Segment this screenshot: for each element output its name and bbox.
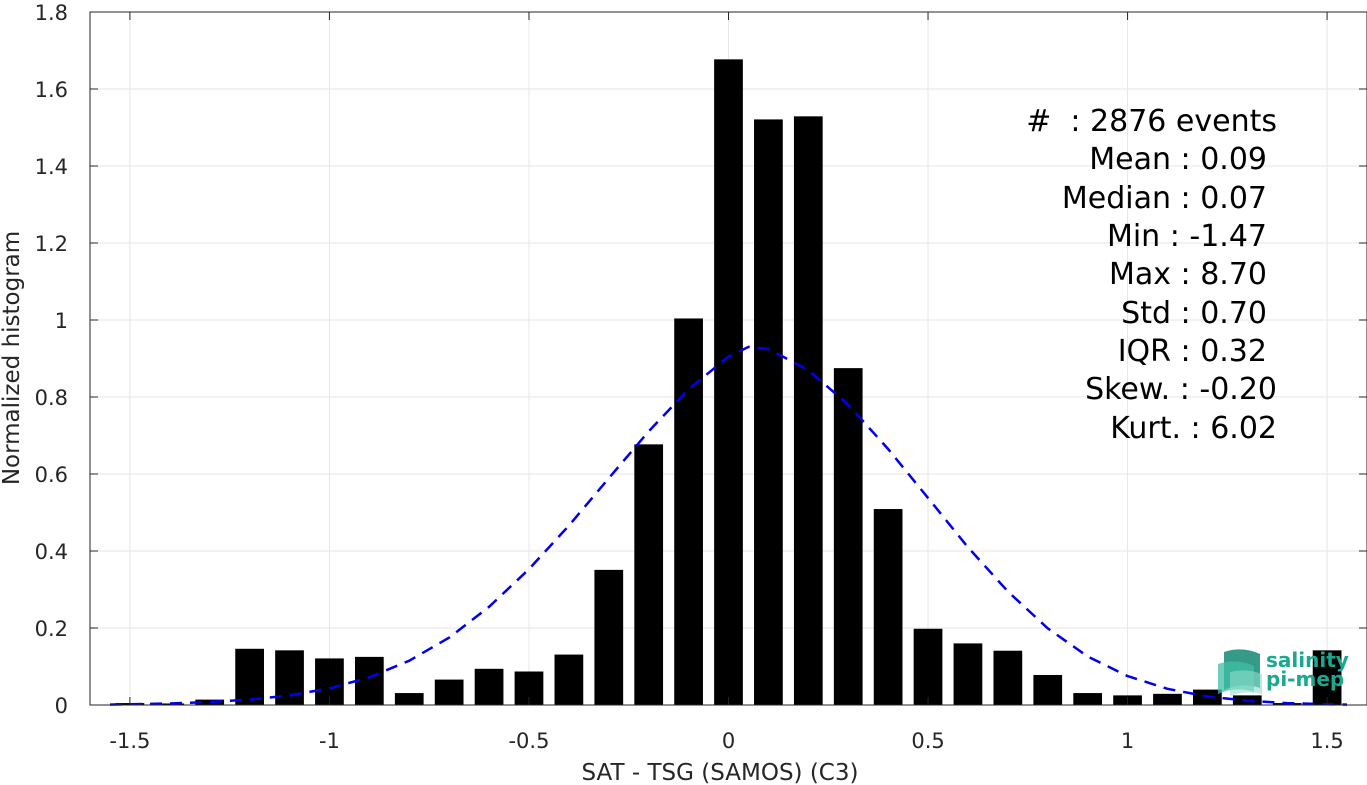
y-tick-label: 0.8 [35, 386, 68, 410]
stats-mean: Mean : 0.09 [1089, 142, 1267, 177]
histogram-bar [1073, 693, 1103, 705]
y-tick-label: 1 [55, 309, 68, 333]
y-tick-label: 1.2 [35, 232, 68, 256]
y-tick-label: 1.6 [35, 78, 68, 102]
histogram-bar [1033, 674, 1063, 705]
x-tick-label: 1 [1121, 729, 1134, 753]
x-tick-label: -0.5 [508, 729, 549, 753]
stats-events: # : 2876 events [1026, 104, 1277, 139]
histogram-bar [554, 654, 584, 705]
stats-max: Max : 8.70 [1109, 257, 1267, 292]
x-tick-label: -1.5 [109, 729, 150, 753]
histogram-bar [1312, 650, 1342, 705]
histogram-bar [634, 444, 664, 705]
histogram-bar [793, 116, 823, 705]
logo-line-salinity: salinity [1266, 648, 1349, 672]
y-tick-label: 0 [55, 694, 68, 718]
stats-std: Std : 0.70 [1121, 296, 1267, 331]
x-tick-label: 1.5 [1310, 729, 1343, 753]
histogram-bar [953, 643, 983, 705]
statistics-box: # : 2876 events Mean : 0.09 Median : 0.0… [1026, 104, 1277, 446]
stats-skew: Skew. : -0.20 [1085, 372, 1277, 407]
histogram-bar [754, 119, 783, 706]
gaussian-fit-curve [109, 345, 1348, 706]
stats-kurt: Kurt. : 6.02 [1110, 411, 1277, 446]
y-axis-ticks: 0 0.2 0.4 0.6 0.8 1 1.2 1.4 1.6 1.8 [35, 1, 1367, 718]
y-tick-label: 1.8 [35, 1, 68, 25]
logo-waves-icon [1218, 649, 1262, 696]
histogram-bar [235, 648, 264, 705]
stats-iqr: IQR : 0.32 [1118, 334, 1267, 369]
histogram-bar [833, 368, 863, 705]
salinity-pimep-logo: salinity pi-mep [1218, 648, 1349, 696]
y-tick-label: 0.2 [35, 617, 68, 641]
histogram-bar [434, 679, 464, 705]
y-tick-label: 0.4 [35, 540, 68, 564]
histogram-bar [674, 318, 703, 705]
y-axis-label: Normalized histogram [0, 231, 25, 485]
x-axis-label: SAT - TSG (SAMOS) (C3) [582, 760, 859, 785]
histogram-bar [195, 699, 225, 705]
histogram-bar [1153, 693, 1182, 705]
y-tick-label: 1.4 [35, 155, 68, 179]
stats-median: Median : 0.07 [1062, 181, 1267, 216]
histogram-bar [155, 703, 185, 705]
histogram-bar [394, 693, 424, 705]
x-tick-label: 0 [722, 729, 735, 753]
x-tick-label: -1 [319, 729, 340, 753]
logo-line-pimep: pi-mep [1266, 667, 1344, 691]
x-tick-label: 0.5 [911, 729, 944, 753]
histogram-bar [594, 569, 624, 705]
y-tick-label: 0.6 [35, 463, 68, 487]
histogram-bar [714, 59, 743, 706]
histogram-bar [873, 509, 903, 705]
histogram-bar [993, 650, 1023, 705]
stats-min: Min : -1.47 [1107, 219, 1267, 254]
histogram-bar [913, 628, 943, 705]
histogram-bar [474, 668, 504, 705]
x-axis-ticks: -1.5 -1 -0.5 0 0.5 1 1.5 [109, 12, 1344, 753]
